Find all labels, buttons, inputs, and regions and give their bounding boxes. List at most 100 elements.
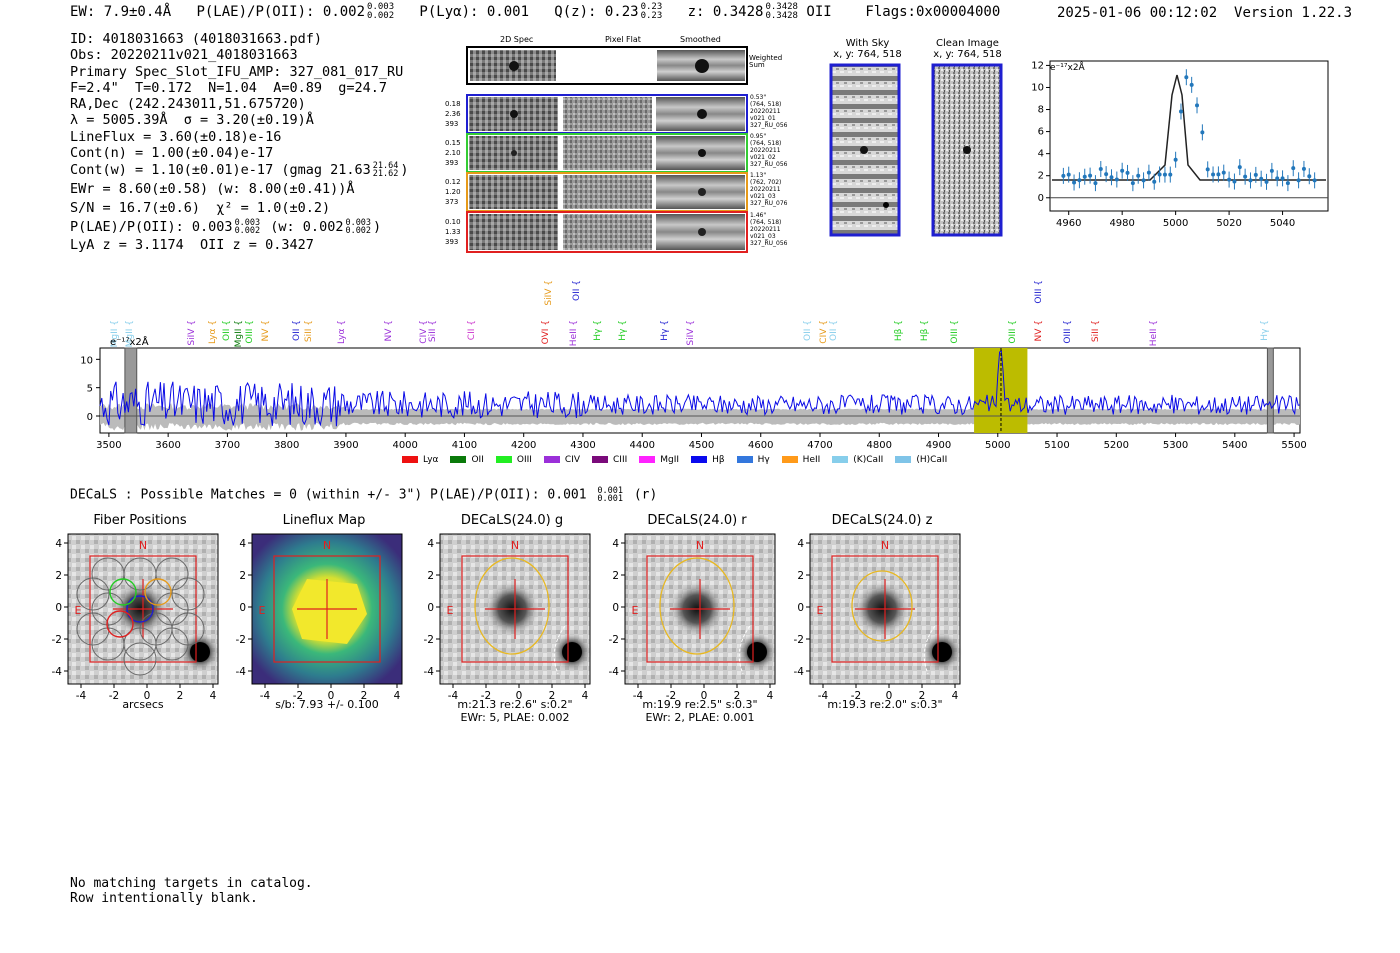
stamp-ytick: -4 xyxy=(236,666,247,678)
zoom-ytick: 10 xyxy=(1031,82,1044,93)
zoom-point xyxy=(1280,176,1285,181)
decals-caption-line: m:19.9 re:2.5" s:0.3" xyxy=(642,698,758,711)
legend-item: Hγ xyxy=(736,455,770,465)
legend-swatch xyxy=(450,456,467,463)
info-plae-end: ) xyxy=(373,219,382,236)
zoom-point xyxy=(1195,103,1200,108)
stamp-xtick: -4 xyxy=(260,690,271,702)
north-label: N xyxy=(139,539,147,552)
info-sn: S/N = 16.7(±0.6) χ² = 1.0(±0.2) xyxy=(70,200,331,217)
zoom-ytick: 2 xyxy=(1038,171,1044,182)
spectrum-ytick: 0 xyxy=(87,412,93,423)
cutout-rows xyxy=(466,94,748,253)
info-cont-w-text: Cont(w) = 1.10(±0.01)e-17 (gmag 21.63 xyxy=(70,162,371,179)
spectrum-xtick: 5400 xyxy=(1222,440,1247,451)
zoom-point xyxy=(1291,166,1296,171)
zoom-point xyxy=(1088,173,1093,178)
stamp-xtick: 4 xyxy=(952,690,959,702)
stamp-xtick: 0 xyxy=(144,690,151,702)
decals-stamp: N E -4 -4 -2 -2 0 0 2 2 4 4 xyxy=(424,533,592,702)
spectrum-xtick: 3700 xyxy=(215,440,240,451)
legend-label: (H)CaII xyxy=(916,454,948,465)
decals-panel-title: Fiber Positions xyxy=(93,513,187,528)
decals-panel: DECaLS(24.0) r N E -4 -4 -2 -2 0 0 2 2 4 4 m:19.9 re:… xyxy=(597,511,782,726)
info-plae-w-hi: 0.003 xyxy=(345,218,372,229)
header-flags: Flags:0x00004000 xyxy=(865,4,1001,20)
legend-item: CIV xyxy=(543,455,580,465)
decals-panel: Fiber Positions N E -4 -4 -2 -2 0 0 2 2 4 4 arcsecs xyxy=(40,511,225,726)
stamp-ytick: 0 xyxy=(55,602,62,614)
zoom-point xyxy=(1307,174,1312,179)
spectrum-xtick: 4200 xyxy=(511,440,536,451)
zoom-fit-line xyxy=(1052,74,1326,181)
zoom-point xyxy=(1312,178,1317,183)
spectrum-xtick: 3800 xyxy=(274,440,299,451)
row3-right-4: 327_RU_076 xyxy=(750,200,788,207)
decals-caption: arcsecs xyxy=(68,698,218,711)
legend-label: OIII xyxy=(516,454,532,465)
legend-label: CIII xyxy=(613,454,628,465)
zoom-point xyxy=(1205,167,1210,172)
info-plae-text: P(LAE)/P(OII): 0.003 xyxy=(70,219,233,236)
zoom-point xyxy=(1296,178,1301,183)
legend-label: MgII xyxy=(660,454,680,465)
zoom-point xyxy=(1216,172,1221,177)
row1-left-0: 0.18 xyxy=(445,100,461,108)
header-qz-lo: 0.23 xyxy=(640,11,663,21)
zoom-point xyxy=(1227,177,1232,182)
zoom-xtick: 5000 xyxy=(1163,218,1188,229)
header-qz-hi: 0.23 xyxy=(640,2,663,12)
spectrum-chart: e⁻¹⁷x2Å 3500 3600 3700 3800 3900 4000 4100 4200… xyxy=(80,335,1307,451)
stamp-xtick: -4 xyxy=(448,690,459,702)
legend-swatch xyxy=(639,456,656,463)
east-label: E xyxy=(259,604,266,617)
info-block: ID: 4018031663 (4018031663.pdf) Obs: 202… xyxy=(70,31,450,254)
stamp-ytick: 4 xyxy=(239,538,246,550)
legend-swatch xyxy=(691,456,708,463)
info-lambda: λ = 5005.39Å σ = 3.20(±0.19)Å xyxy=(70,112,314,129)
info-lineflux: LineFlux = 3.60(±0.18)e-16 xyxy=(70,128,282,145)
stamp-xtick: 2 xyxy=(361,690,368,702)
header-plae-lo: 0.002 xyxy=(367,11,395,21)
legend-item: (H)CaII xyxy=(895,455,947,465)
decals-caption-line: m:21.3 re:2.6" s:0.2" xyxy=(457,698,573,711)
zoom-chart: 4960 4980 5000 5020 5040 0 2 4 6 8 10 12 e⁻¹⁷x2Å xyxy=(1031,60,1329,229)
row3-right-3: v021_03 xyxy=(750,193,776,200)
legend-item: Hβ xyxy=(691,455,725,465)
legend-item: HeII xyxy=(781,455,820,465)
spectrum-xtick: 4500 xyxy=(689,440,714,451)
spectrum-xtick: 3500 xyxy=(96,440,121,451)
spectrum-xtick: 4000 xyxy=(392,440,417,451)
east-label: E xyxy=(75,604,82,617)
header-plae-hi: 0.003 xyxy=(367,2,395,12)
row4-left-2: 393 xyxy=(445,238,459,246)
row1-right-0: 0.53" xyxy=(750,94,767,101)
zoom-point xyxy=(1120,168,1125,173)
decals-summary: DECaLS : Possible Matches = 0 (within +/… xyxy=(70,486,657,504)
stamp-xtick: 2 xyxy=(177,690,184,702)
spectrum-xtick: 5000 xyxy=(985,440,1010,451)
stamp-ytick: 2 xyxy=(612,570,619,582)
zoom-point xyxy=(1061,173,1066,178)
header-z: z: 0.3428 xyxy=(687,4,764,20)
line-marker: OIII { xyxy=(1033,280,1044,304)
zoom-point xyxy=(1082,174,1087,179)
decals-summary-lo: 0.001 xyxy=(597,494,623,504)
row3-right-2: 20220211 xyxy=(750,186,781,193)
stamp-ytick: 0 xyxy=(427,602,434,614)
header-ew: EW: 7.9±0.4Å xyxy=(70,4,172,20)
legend-item: MgII xyxy=(639,455,679,465)
stamp-ytick: 4 xyxy=(427,538,434,550)
row3-left-1: 1.20 xyxy=(445,188,461,196)
zoom-point xyxy=(1125,170,1130,175)
info-plae-w-lo: 0.002 xyxy=(345,226,372,237)
decals-summary-hi: 0.001 xyxy=(597,486,623,496)
row3-right-0: 1.13" xyxy=(750,172,767,179)
zoom-ytick: 4 xyxy=(1038,149,1044,160)
zoom-point xyxy=(1178,109,1183,114)
zoom-point xyxy=(1104,172,1109,177)
info-cont-w: Cont(w) = 1.10(±0.01)e-17 (gmag 21.63 21.… xyxy=(70,161,450,180)
stamp-ytick: 4 xyxy=(55,538,62,550)
spectrum-flux-line xyxy=(99,349,1301,427)
stamp-ytick: 2 xyxy=(427,570,434,582)
